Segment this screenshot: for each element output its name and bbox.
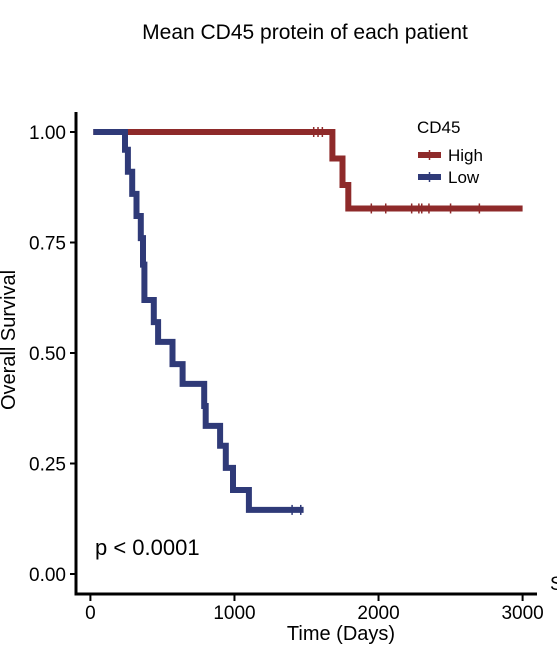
x-tick-label: 2000: [357, 603, 399, 624]
series-line-low: [93, 129, 304, 513]
p-value-annotation: p < 0.0001: [95, 535, 200, 560]
y-tick-label: 1.00: [29, 123, 66, 144]
legend-title: CD45: [417, 118, 460, 137]
legend-label-low: Low: [448, 168, 480, 187]
x-tick-label: 1000: [213, 603, 255, 624]
series-line-high: [93, 129, 523, 212]
y-tick-label: 0.00: [29, 565, 66, 586]
y-axis-title: Overall Survival: [0, 270, 20, 410]
x-tick-label: 0: [85, 603, 96, 624]
axes: 0.00 0.25 0.50 0.75 1.00 0 1000 2000 3000: [29, 112, 544, 624]
y-tick-label: 0.75: [29, 234, 66, 255]
x-tick-label: 3000: [501, 603, 543, 624]
plot-area: [93, 127, 523, 515]
cutoff-label: S: [550, 574, 557, 595]
chart-title: Mean CD45 protein of each patient: [142, 21, 468, 44]
legend: CD45 High Low: [417, 118, 483, 187]
x-axis-title: Time (Days): [287, 623, 395, 645]
y-tick-label: 0.25: [29, 455, 66, 476]
y-tick-label: 0.50: [29, 344, 66, 365]
legend-label-high: High: [448, 146, 483, 165]
